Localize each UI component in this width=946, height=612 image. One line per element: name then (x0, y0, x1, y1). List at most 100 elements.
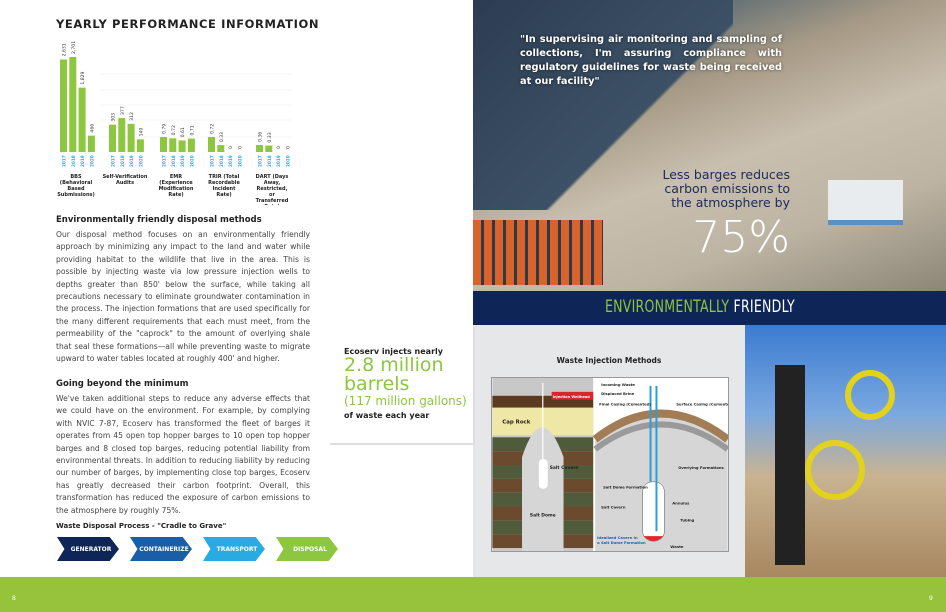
data-label: 0 (237, 146, 243, 149)
year-label: 2018 (219, 155, 224, 167)
bar (187, 138, 195, 152)
data-label: 466 (89, 124, 95, 133)
callout-big: 2.8 million barrels (344, 354, 444, 395)
dome (595, 413, 728, 551)
year-label: 2018 (267, 155, 272, 167)
page-number-left: 8 (12, 595, 16, 602)
year-label: 2017 (210, 155, 215, 167)
group-label: BBS (Behavioral Based Submissions) (57, 174, 95, 198)
aerial-facility-photo (473, 0, 946, 291)
page-number-right: 9 (929, 595, 933, 602)
diagram-label: Idealized Cavern in a Salt Dome Formation (597, 536, 646, 545)
year-label: 2017 (258, 155, 263, 167)
data-label: 0.72 (210, 124, 216, 134)
callout-box: Ecoserv injects nearly 2.8 million barre… (330, 327, 475, 445)
data-label: 303 (111, 113, 117, 122)
wellhead-tag (551, 391, 594, 400)
valve-photo (745, 325, 946, 577)
bar (178, 140, 186, 152)
year-label: 2020 (138, 155, 143, 167)
process-title: Waste Disposal Process - "Cradle to Grav… (56, 522, 227, 530)
bar (256, 145, 263, 152)
diagram-label: Final Casing (Cemented) (599, 403, 651, 407)
injection-diagram: Injection Wellhead Cap Rock Salt Cavern Sal… (491, 377, 729, 552)
data-label: 2,701 (71, 41, 77, 54)
diagram-label: Surface Casing (Cemented) (676, 403, 729, 407)
diagram-title: Waste Injection Methods (556, 356, 662, 365)
data-label: 0.36 (258, 132, 264, 142)
process-step-containerize: CONTAINERIZE (130, 537, 192, 561)
waste (643, 536, 664, 542)
diagram-label: Annulus (672, 502, 690, 506)
year-label: 2017 (162, 155, 167, 167)
bar (265, 145, 273, 152)
diagram-label: Salt Cavern (601, 505, 626, 509)
data-label: 0.72 (171, 125, 177, 135)
year-label: 2018 (171, 155, 176, 167)
diagram-label: Overlying Formations (678, 466, 724, 470)
data-label: 0 (276, 146, 282, 149)
strata (592, 409, 728, 443)
diagram-label: Displaced Brine (601, 392, 635, 396)
salt-cavern (538, 459, 548, 489)
salt-dome (522, 427, 564, 551)
year-label: 2018 (71, 155, 76, 167)
band-word-2: FRIENDLY (733, 297, 795, 317)
year-label: 2019 (180, 155, 185, 167)
year-label: 2020 (189, 155, 194, 167)
year-label: 2020 (89, 155, 94, 167)
data-label: 2,631 (62, 43, 68, 56)
bar (169, 138, 177, 152)
year-label: 2019 (129, 155, 134, 167)
data-label: 0.71 (189, 125, 195, 135)
bar (208, 137, 215, 152)
diagram-label: Incoming Waste (601, 383, 635, 387)
process-step-generator: GENERATOR (57, 537, 119, 561)
year-label: 2017 (62, 155, 67, 167)
waterway (473, 0, 733, 210)
bar (160, 137, 167, 152)
quote: "In supervising air monitoring and sampl… (520, 34, 782, 87)
diagram-label: Salt Cavern (550, 465, 579, 471)
data-label: 0.33 (267, 132, 273, 142)
performance-chart: 2,631 2017 2,701 2018 1,829 2019 466 2020 BBS (Be… (57, 41, 292, 205)
bar (60, 59, 67, 152)
bar (127, 123, 135, 152)
section-body: We've taken additional steps to reduce a… (56, 394, 310, 515)
stat-value: 75% (692, 212, 790, 263)
bar (78, 87, 86, 152)
data-label: 1,829 (80, 71, 86, 84)
group-label: DART (DaysAway,Restricted,orTransferredR… (256, 174, 289, 205)
strata (593, 421, 728, 452)
section-heading: Going beyond the minimum (56, 379, 189, 389)
valve-wheel (805, 440, 865, 500)
diagram-label: Tubing (680, 518, 694, 522)
data-label: 0.33 (219, 132, 225, 142)
data-label: 377 (120, 106, 126, 115)
bar (118, 118, 126, 152)
bar (217, 145, 225, 152)
band-title: ENVIRONMENTALLY FRIENDLY (605, 297, 795, 317)
section-band (473, 291, 946, 325)
year-label: 2020 (285, 155, 290, 167)
year-label: 2017 (111, 155, 116, 167)
year-label: 2019 (228, 155, 233, 167)
process-step-transport: TRANSPORT (203, 537, 265, 561)
diagram-label: Cap Rock (502, 419, 531, 425)
data-label: 312 (129, 112, 135, 121)
bar (136, 139, 144, 152)
group-label: Self-Verification Audits (103, 174, 148, 186)
bar (69, 57, 77, 152)
year-label: 2019 (276, 155, 281, 167)
data-label: 140 (138, 128, 144, 137)
callout-paren: (117 million gallons) (344, 394, 467, 408)
cavern (642, 481, 665, 542)
group-label: EMR (Experience Modification Rate) (159, 174, 194, 198)
data-label: 0 (285, 146, 291, 149)
pipe (775, 365, 805, 565)
year-label: 2018 (120, 155, 125, 167)
section-heading: Environmentally friendly disposal method… (56, 215, 262, 225)
data-label: 0.79 (162, 124, 168, 134)
containers (473, 220, 603, 285)
diagram-label: Salt Dome Formation (603, 486, 648, 490)
